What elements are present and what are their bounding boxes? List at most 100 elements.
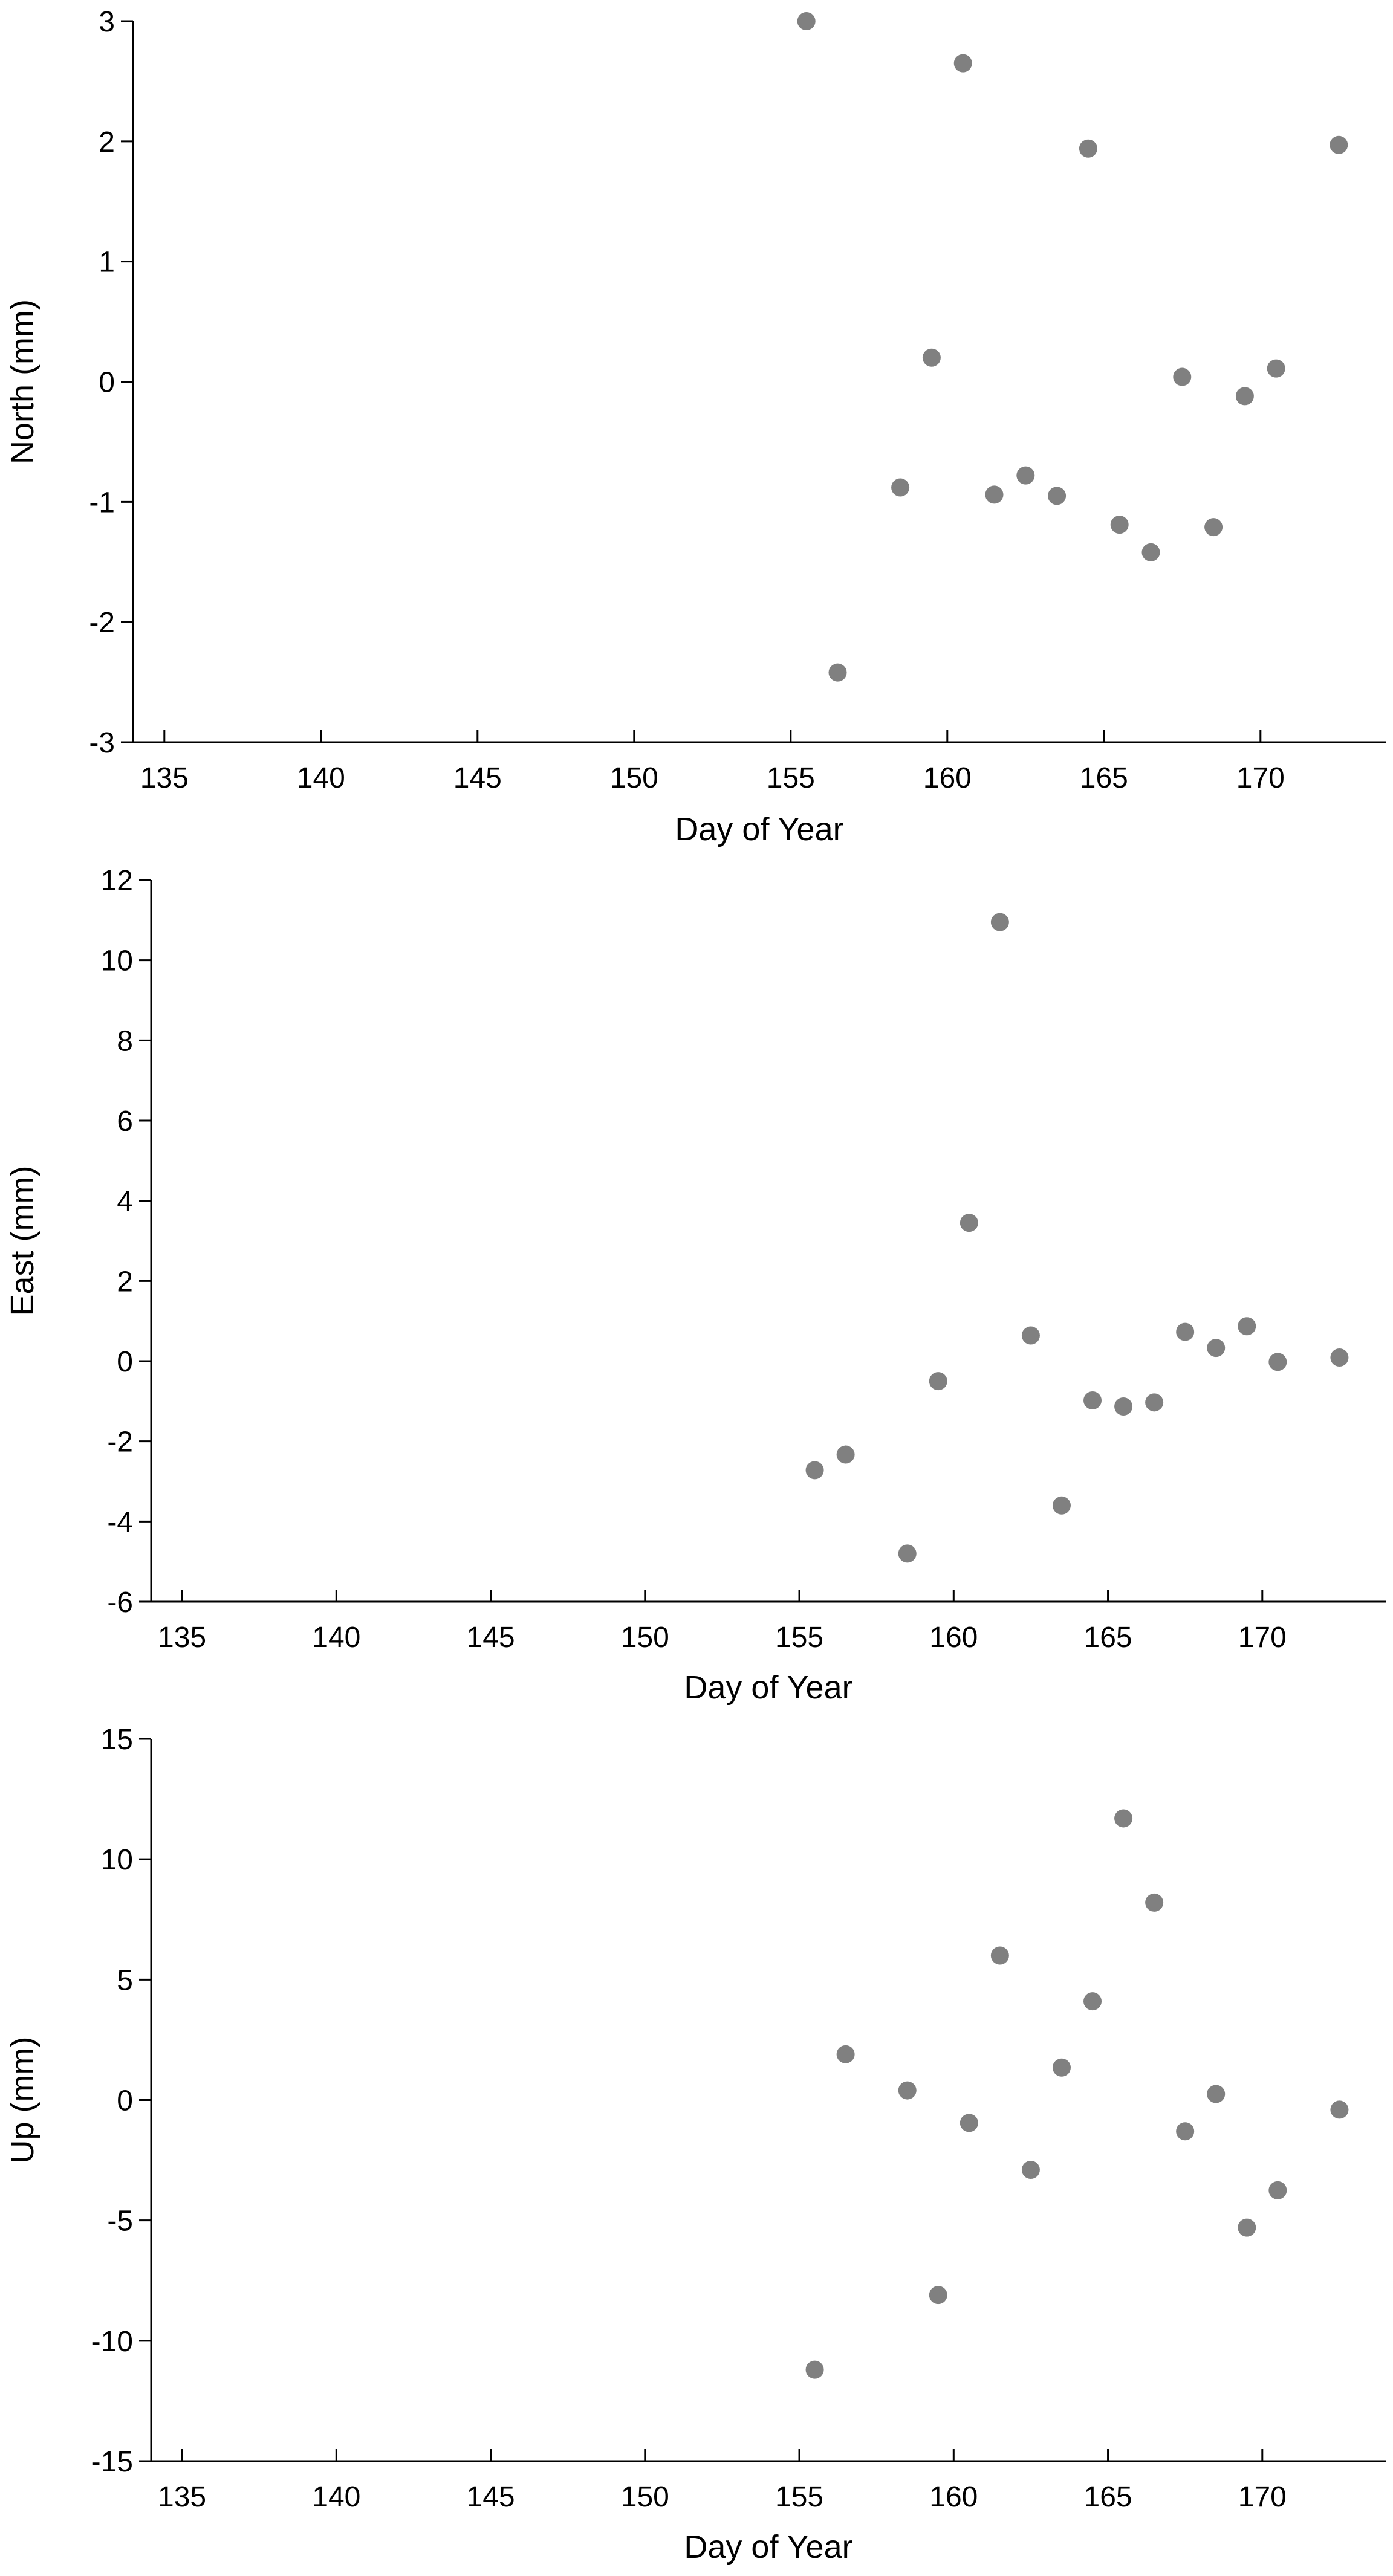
east-data-point (805, 1461, 824, 1480)
north-x-tick-label: 150 (610, 762, 658, 794)
up-data-point (805, 2360, 824, 2379)
east-data-point (1114, 1397, 1133, 1416)
east-data-point (1207, 1339, 1226, 1358)
east-panel: 12 10 8 6 4 2 0 -2 -4 -6 135 140 145 150 155 160 165 170 D… (4, 865, 1386, 1706)
up-data-point (1083, 1992, 1102, 2011)
north-data-point (922, 348, 941, 367)
up-x-tick-label: 160 (929, 2481, 978, 2513)
east-x-tick-label: 160 (929, 1622, 978, 1654)
north-y-axis-title: North (mm) (4, 299, 41, 464)
north-data-point (1267, 359, 1285, 378)
up-y-tick-label: 15 (101, 1724, 133, 1756)
east-data-point (1268, 1353, 1287, 1371)
north-panel: 3 2 1 0 -1 -2 -3 135 140 145 150 155 160 165 170 Day of… (4, 6, 1386, 847)
east-x-tick-label: 140 (312, 1622, 360, 1654)
north-data-point (1048, 487, 1067, 505)
east-x-tick-label: 150 (621, 1622, 669, 1654)
east-data-point (836, 1445, 855, 1464)
north-data-point (985, 485, 1004, 504)
north-x-tick-label: 140 (297, 762, 345, 794)
north-x-tick-label: 160 (923, 762, 972, 794)
east-y-tick-label: -6 (107, 1587, 133, 1619)
east-x-tick-label: 165 (1084, 1622, 1132, 1654)
up-x-tick-label: 150 (621, 2481, 669, 2513)
north-x-tick-label: 135 (140, 762, 189, 794)
north-y-tick-label: 2 (99, 126, 115, 158)
north-x-tick-label: 170 (1236, 762, 1285, 794)
up-y-tick-label: 5 (117, 1964, 133, 1996)
up-y-axis-title: Up (mm) (4, 2037, 41, 2164)
east-data-point (1052, 1496, 1071, 1515)
north-data-point (1141, 543, 1160, 561)
north-y-tick-label: 1 (99, 247, 115, 279)
east-y-tick-label: 8 (117, 1025, 133, 1057)
up-data-point (898, 2081, 917, 2100)
north-data-point (1204, 518, 1223, 537)
east-y-tick-label: 2 (117, 1266, 133, 1298)
up-data-point (1114, 1809, 1133, 1828)
east-data-point (1021, 1326, 1040, 1345)
north-data-point (1079, 139, 1097, 158)
east-data-point (1145, 1393, 1164, 1412)
east-data-point (1176, 1322, 1195, 1341)
north-data-point (891, 478, 910, 497)
up-data-point (836, 2045, 855, 2063)
north-y-tick-label: 3 (99, 6, 115, 38)
east-y-tick-label: 4 (117, 1186, 133, 1218)
up-data-point (990, 1946, 1009, 1965)
up-data-point (1330, 2100, 1349, 2119)
north-data-point (1330, 135, 1348, 154)
north-x-tick-label: 165 (1080, 762, 1128, 794)
north-y-tick-label: 0 (99, 367, 115, 399)
east-x-tick-label: 145 (467, 1622, 515, 1654)
east-x-tick-label: 135 (158, 1622, 206, 1654)
east-y-tick-label: -4 (107, 1506, 133, 1538)
north-data-point (1173, 367, 1192, 386)
up-data-point (1238, 2218, 1256, 2237)
north-data-point (828, 663, 847, 682)
east-y-axis-title: East (mm) (4, 1166, 41, 1316)
east-data-point (898, 1544, 917, 1563)
up-panel: 15 10 5 0 -5 -10 -15 135 140 145 150 155 160 165 170 Da… (4, 1724, 1386, 2565)
east-data-point (1330, 1348, 1349, 1367)
up-y-tick-label: -15 (91, 2446, 133, 2478)
east-x-tick-label: 155 (775, 1622, 823, 1654)
up-data-point (960, 2114, 978, 2132)
east-data-point (1238, 1317, 1256, 1336)
east-data-point (929, 1372, 947, 1391)
up-x-tick-label: 170 (1238, 2481, 1287, 2513)
up-x-tick-label: 165 (1084, 2481, 1132, 2513)
up-x-axis-title: Day of Year (684, 2529, 852, 2565)
north-x-tick-label: 145 (453, 762, 502, 794)
east-y-tick-label: 12 (101, 865, 133, 897)
east-y-tick-label: 10 (101, 945, 133, 977)
east-y-tick-label: -2 (107, 1426, 133, 1458)
north-x-tick-label: 155 (767, 762, 815, 794)
up-data-point (1176, 2122, 1195, 2141)
north-data-point (1110, 516, 1129, 534)
north-y-tick-label: -1 (89, 487, 115, 519)
up-data-point (1207, 2085, 1226, 2103)
north-y-tick-label: -3 (89, 727, 115, 759)
up-x-tick-label: 155 (775, 2481, 823, 2513)
north-data-point (1016, 466, 1035, 485)
east-data-point (990, 913, 1009, 931)
north-data-point (797, 12, 816, 30)
north-y-tick-label: -2 (89, 607, 115, 639)
east-data-point (960, 1214, 978, 1232)
up-y-tick-label: -10 (91, 2326, 133, 2358)
up-y-tick-label: -5 (107, 2205, 133, 2238)
east-x-tick-label: 170 (1238, 1622, 1287, 1654)
east-x-axis-title: Day of Year (684, 1669, 852, 1706)
up-y-tick-label: 0 (117, 2085, 133, 2117)
up-data-point (1021, 2161, 1040, 2180)
up-y-tick-label: 10 (101, 1844, 133, 1876)
east-y-tick-label: 6 (117, 1105, 133, 1138)
up-x-tick-label: 140 (312, 2481, 360, 2513)
up-data-point (1268, 2181, 1287, 2199)
north-data-point (953, 54, 972, 73)
east-data-point (1083, 1391, 1102, 1410)
up-data-point (1052, 2058, 1071, 2077)
